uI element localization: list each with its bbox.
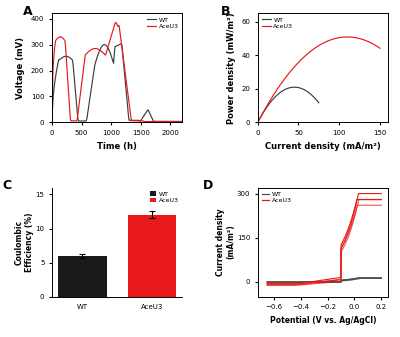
WT (177, 119, 182, 123)
WT (280, 89, 284, 93)
AceU3 (270, 95, 275, 99)
Bar (58, 256, 107, 297)
AceU3 (50, 111, 54, 115)
AceU3 (304, 53, 308, 57)
Line: AceU3: AceU3 (52, 23, 182, 122)
Y-axis label: Voltage (mV): Voltage (mV) (16, 37, 25, 99)
WT (292, 85, 297, 89)
AceU3 (180, 120, 185, 124)
Legend: WT, AceU3: WT, AceU3 (261, 191, 292, 204)
WT (300, 87, 305, 91)
WT (105, 45, 110, 49)
WT (50, 116, 54, 120)
WT (275, 92, 280, 96)
Legend: WT, AceU3: WT, AceU3 (146, 17, 179, 30)
WT (163, 119, 168, 123)
AceU3 (295, 61, 300, 65)
Text: D: D (203, 179, 213, 192)
Line: WT: WT (52, 43, 182, 122)
WT (64, 54, 69, 58)
WT (300, 87, 304, 91)
WT (180, 120, 185, 124)
Y-axis label: Coulombic
Efficiency (%): Coulombic Efficiency (%) (14, 212, 34, 272)
WT (72, 80, 77, 84)
Text: C: C (2, 179, 12, 192)
AceU3 (64, 65, 69, 69)
WT (263, 108, 268, 112)
Bar (128, 215, 176, 297)
AceU3 (105, 46, 110, 50)
Line: WT: WT (258, 87, 319, 122)
AceU3 (177, 120, 182, 124)
Line: AceU3: AceU3 (258, 37, 380, 122)
WT (100, 44, 104, 48)
AceU3 (344, 35, 348, 39)
AceU3 (345, 35, 350, 39)
AceU3 (332, 37, 337, 41)
AceU3 (72, 119, 77, 123)
AceU3 (378, 46, 382, 50)
X-axis label: Potential (V vs. Ag/AgCl): Potential (V vs. Ag/AgCl) (270, 316, 376, 325)
AceU3 (163, 120, 168, 124)
WT (294, 85, 299, 89)
AceU3 (255, 120, 260, 124)
Text: A: A (23, 5, 33, 18)
WT (255, 120, 260, 124)
WT (316, 101, 321, 105)
X-axis label: Time (h): Time (h) (97, 142, 137, 151)
Legend: WT, AceU3: WT, AceU3 (261, 17, 294, 30)
X-axis label: Current density (mA/m²): Current density (mA/m²) (265, 142, 381, 151)
AceU3 (100, 50, 104, 54)
AceU3 (113, 21, 118, 25)
Y-axis label: Current density
(mA/m²): Current density (mA/m²) (216, 208, 235, 276)
Text: B: B (221, 5, 231, 18)
Y-axis label: Power density (mW/m²): Power density (mW/m²) (226, 12, 236, 124)
WT (119, 41, 124, 45)
AceU3 (344, 35, 349, 39)
Legend: WT, AceU3: WT, AceU3 (150, 191, 179, 204)
